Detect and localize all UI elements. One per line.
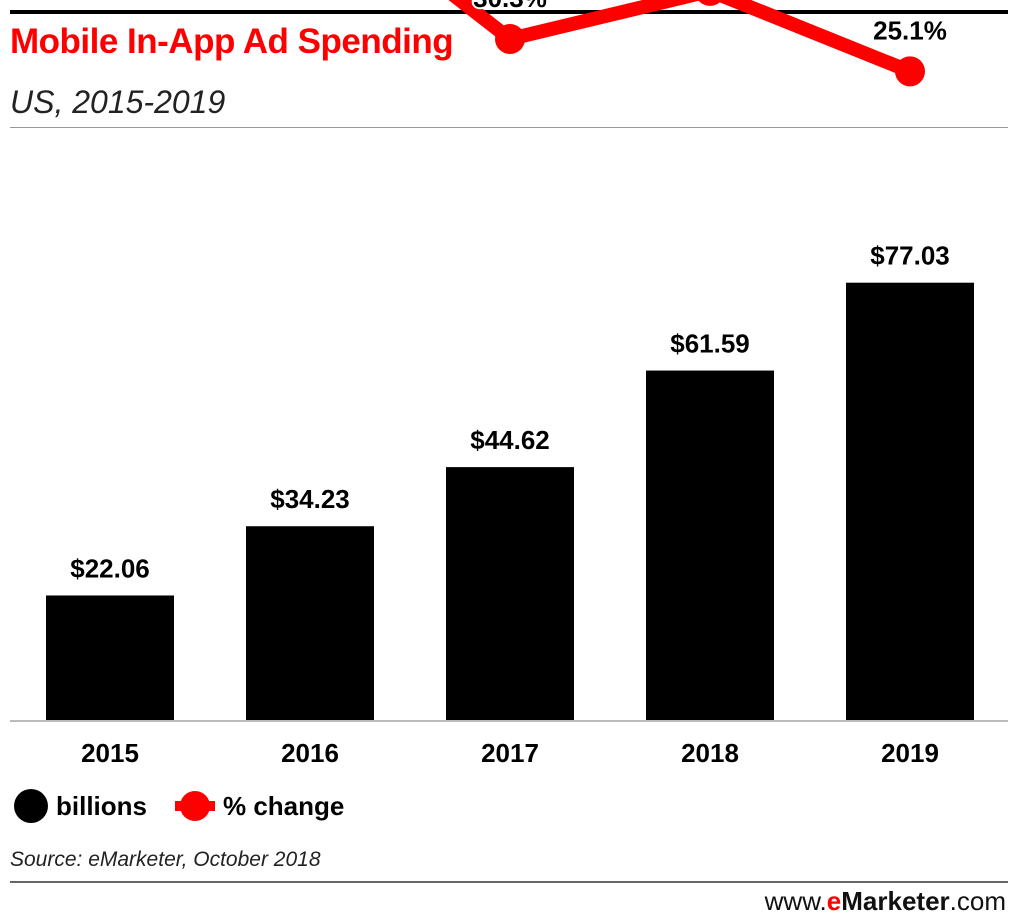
legend-label-change: % change <box>223 790 345 821</box>
percent-point-2019 <box>895 56 925 87</box>
chart-subtitle: US, 2015-2019 <box>10 84 226 120</box>
x-tick-label-2015: 2015 <box>81 738 139 768</box>
chart-area: $22.06$34.23$44.62$61.59$77.0371.0%55.2%… <box>10 0 1008 768</box>
bar-2017 <box>446 467 574 721</box>
bar-2018 <box>646 370 774 721</box>
bar-2019 <box>846 282 974 721</box>
bar-2015 <box>46 595 174 721</box>
brand-suffix: .com <box>949 886 1006 916</box>
x-tick-label-2017: 2017 <box>481 738 539 768</box>
brand-name: Marketer <box>841 886 950 916</box>
brand-e: e <box>826 886 842 916</box>
bottom-rule <box>10 881 1008 883</box>
brand-prefix: www. <box>764 886 827 916</box>
top-rule <box>10 10 1008 14</box>
brand-url[interactable]: www.eMarketer.com <box>765 886 1006 917</box>
bar-value-label-2016: $34.23 <box>270 484 350 514</box>
percent-label-2017: 30.3% <box>473 0 547 13</box>
chart-title: Mobile In-App Ad Spending <box>10 22 454 61</box>
percent-point-2017 <box>495 23 525 54</box>
x-tick-label-2018: 2018 <box>681 738 739 768</box>
source-note: Source: eMarketer, October 2018 <box>10 848 321 871</box>
legend-item-billions: billions <box>14 789 147 823</box>
bar-value-label-2017: $44.62 <box>470 425 550 455</box>
legend-bar-swatch <box>14 789 48 823</box>
bar-value-label-2015: $22.06 <box>70 553 150 583</box>
bar-value-label-2018: $61.59 <box>670 329 750 359</box>
legend-item-change: % change <box>175 789 344 823</box>
legend-line-swatch <box>175 789 215 823</box>
bar-2016 <box>246 526 374 721</box>
x-tick-label-2016: 2016 <box>281 738 339 768</box>
percent-point-2018 <box>698 0 722 6</box>
subtitle-rule <box>10 127 1008 128</box>
percent-label-2019: 25.1% <box>873 15 947 45</box>
legend-label-billions: billions <box>56 790 147 821</box>
bar-value-label-2019: $77.03 <box>870 241 950 271</box>
legend: billions % change <box>14 788 372 824</box>
x-tick-label-2019: 2019 <box>881 738 939 768</box>
